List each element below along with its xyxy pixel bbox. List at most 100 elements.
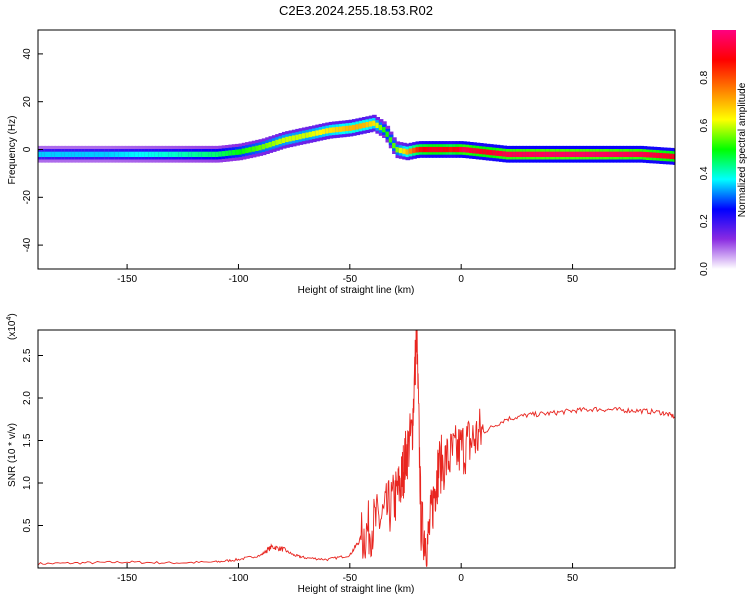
y-tick-label: 0 bbox=[22, 146, 33, 152]
heatmap-cell bbox=[515, 151, 521, 157]
x-tick-label: -100 bbox=[228, 573, 248, 584]
x-tick-label: -100 bbox=[228, 274, 248, 285]
heatmap-cell bbox=[281, 137, 287, 143]
y-tick-label: 20 bbox=[22, 96, 33, 108]
heatmap-cell bbox=[98, 151, 103, 157]
heatmap-cell bbox=[542, 151, 548, 157]
heatmap-cell bbox=[335, 126, 340, 133]
heatmap-cell bbox=[459, 146, 464, 153]
heatmap-cell bbox=[111, 151, 117, 157]
heatmap-cell bbox=[445, 146, 451, 153]
heatmap-cell bbox=[268, 142, 274, 148]
heatmap-cell bbox=[479, 148, 484, 155]
heatmap-cell bbox=[124, 151, 130, 157]
heatmap-cell bbox=[569, 151, 574, 157]
heatmap-cell bbox=[104, 151, 110, 157]
heatmap-cell bbox=[606, 151, 611, 157]
heatmap-cell bbox=[469, 147, 474, 153]
heatmap-cell bbox=[225, 150, 230, 156]
figure-title: C2E3.2024.255.18.53.R02 bbox=[279, 3, 433, 18]
x-tick-label: 50 bbox=[567, 274, 579, 285]
heatmap-cell bbox=[432, 146, 437, 153]
snr-panel: -150 -100 -50 0 50 0.5 1.0 1.5 2.0 2.5 Height of… bbox=[6, 313, 676, 595]
heatmap-cell bbox=[626, 151, 631, 157]
heatmap-cell bbox=[108, 151, 113, 157]
heatmap-cell bbox=[619, 151, 624, 157]
heatmap-cell bbox=[81, 151, 86, 157]
heatmap-cell bbox=[375, 122, 380, 128]
colorbar-label: Normalized spectral amplitude bbox=[737, 82, 748, 217]
heatmap-cell bbox=[532, 151, 538, 157]
heatmap-cell bbox=[552, 151, 558, 157]
colorbar-tick-label: 0.4 bbox=[699, 166, 710, 180]
heatmap-cell bbox=[305, 132, 310, 138]
heatmap-cell bbox=[672, 153, 675, 160]
heatmap-cell bbox=[435, 146, 441, 153]
heatmap-cell bbox=[642, 151, 648, 158]
heatmap-cell bbox=[418, 146, 424, 153]
heatmap-cell bbox=[368, 121, 374, 127]
heatmap-cell bbox=[275, 139, 280, 146]
heatmap-cell bbox=[318, 129, 324, 135]
heatmap-cell bbox=[462, 147, 467, 153]
heatmap-cell bbox=[158, 151, 163, 157]
heatmap-cell bbox=[278, 138, 284, 144]
heatmap-cell bbox=[131, 151, 137, 157]
heatmap-cell bbox=[495, 150, 501, 156]
y-tick-label: 1.5 bbox=[22, 433, 33, 447]
heatmap-cell bbox=[328, 127, 334, 133]
snr-x-ticks: -150 -100 -50 0 50 bbox=[117, 563, 579, 584]
heatmap-cell bbox=[455, 146, 461, 153]
heatmap-cell bbox=[632, 151, 638, 157]
heatmap-cell bbox=[118, 151, 123, 157]
heatmap-cell bbox=[178, 151, 183, 157]
colorbar-tick-label: 0.6 bbox=[699, 118, 710, 132]
heatmap-cell bbox=[602, 151, 608, 157]
heatmap-cell bbox=[485, 149, 491, 155]
heatmap-cell bbox=[358, 123, 364, 129]
colorbar: 0.0 0.2 0.4 0.6 0.8 Normalized spectral ampl… bbox=[699, 30, 748, 276]
heatmap-cell bbox=[261, 144, 267, 150]
heatmap-cell bbox=[201, 151, 207, 157]
heatmap-cell bbox=[114, 151, 120, 157]
heatmap-cell bbox=[58, 151, 63, 157]
heatmap-cell bbox=[151, 151, 157, 157]
heatmap-cell bbox=[241, 148, 247, 154]
snr-y-scale-label: (x104) bbox=[6, 313, 18, 340]
heatmap-cell bbox=[208, 151, 213, 157]
heatmap-cell bbox=[525, 151, 531, 157]
y-tick-label: 2.5 bbox=[22, 348, 33, 362]
heatmap-cell bbox=[405, 149, 411, 155]
heatmap-cell bbox=[175, 151, 180, 157]
heatmap-cell bbox=[61, 151, 66, 157]
spectrogram-panel: -150 -100 -50 0 50 -40 -20 0 20 40 Height of str… bbox=[7, 29, 676, 296]
x-tick-label: -150 bbox=[117, 274, 137, 285]
heatmap-cell bbox=[555, 151, 561, 157]
heatmap-cell bbox=[385, 131, 391, 137]
y-tick-label: 40 bbox=[22, 48, 33, 60]
heatmap-cell bbox=[148, 151, 153, 157]
x-tick-label: 0 bbox=[458, 573, 464, 584]
heatmap-cell bbox=[181, 151, 187, 157]
heatmap-cell bbox=[84, 151, 90, 157]
heatmap-cell bbox=[572, 151, 578, 157]
heatmap-cell bbox=[91, 151, 97, 157]
heatmap-cell bbox=[161, 151, 167, 157]
x-tick-label: -50 bbox=[343, 573, 358, 584]
heatmap-cell bbox=[575, 151, 581, 157]
y-tick-label: -40 bbox=[22, 237, 33, 252]
heatmap-cell bbox=[649, 152, 654, 158]
heatmap-cell bbox=[255, 145, 260, 151]
heatmap-cell bbox=[589, 151, 594, 157]
heatmap-cell bbox=[519, 151, 524, 157]
heatmap-cell bbox=[245, 147, 250, 154]
heatmap-cell bbox=[428, 146, 434, 153]
heatmap-cell bbox=[325, 128, 330, 134]
heatmap-cell bbox=[492, 150, 497, 156]
heatmap-cell bbox=[408, 148, 414, 154]
heatmap-cell bbox=[482, 149, 487, 155]
heatmap-cell bbox=[121, 151, 127, 157]
y-tick-label: 0.5 bbox=[22, 518, 33, 532]
heatmap-cell bbox=[265, 143, 270, 149]
heatmap-cell bbox=[134, 151, 140, 157]
